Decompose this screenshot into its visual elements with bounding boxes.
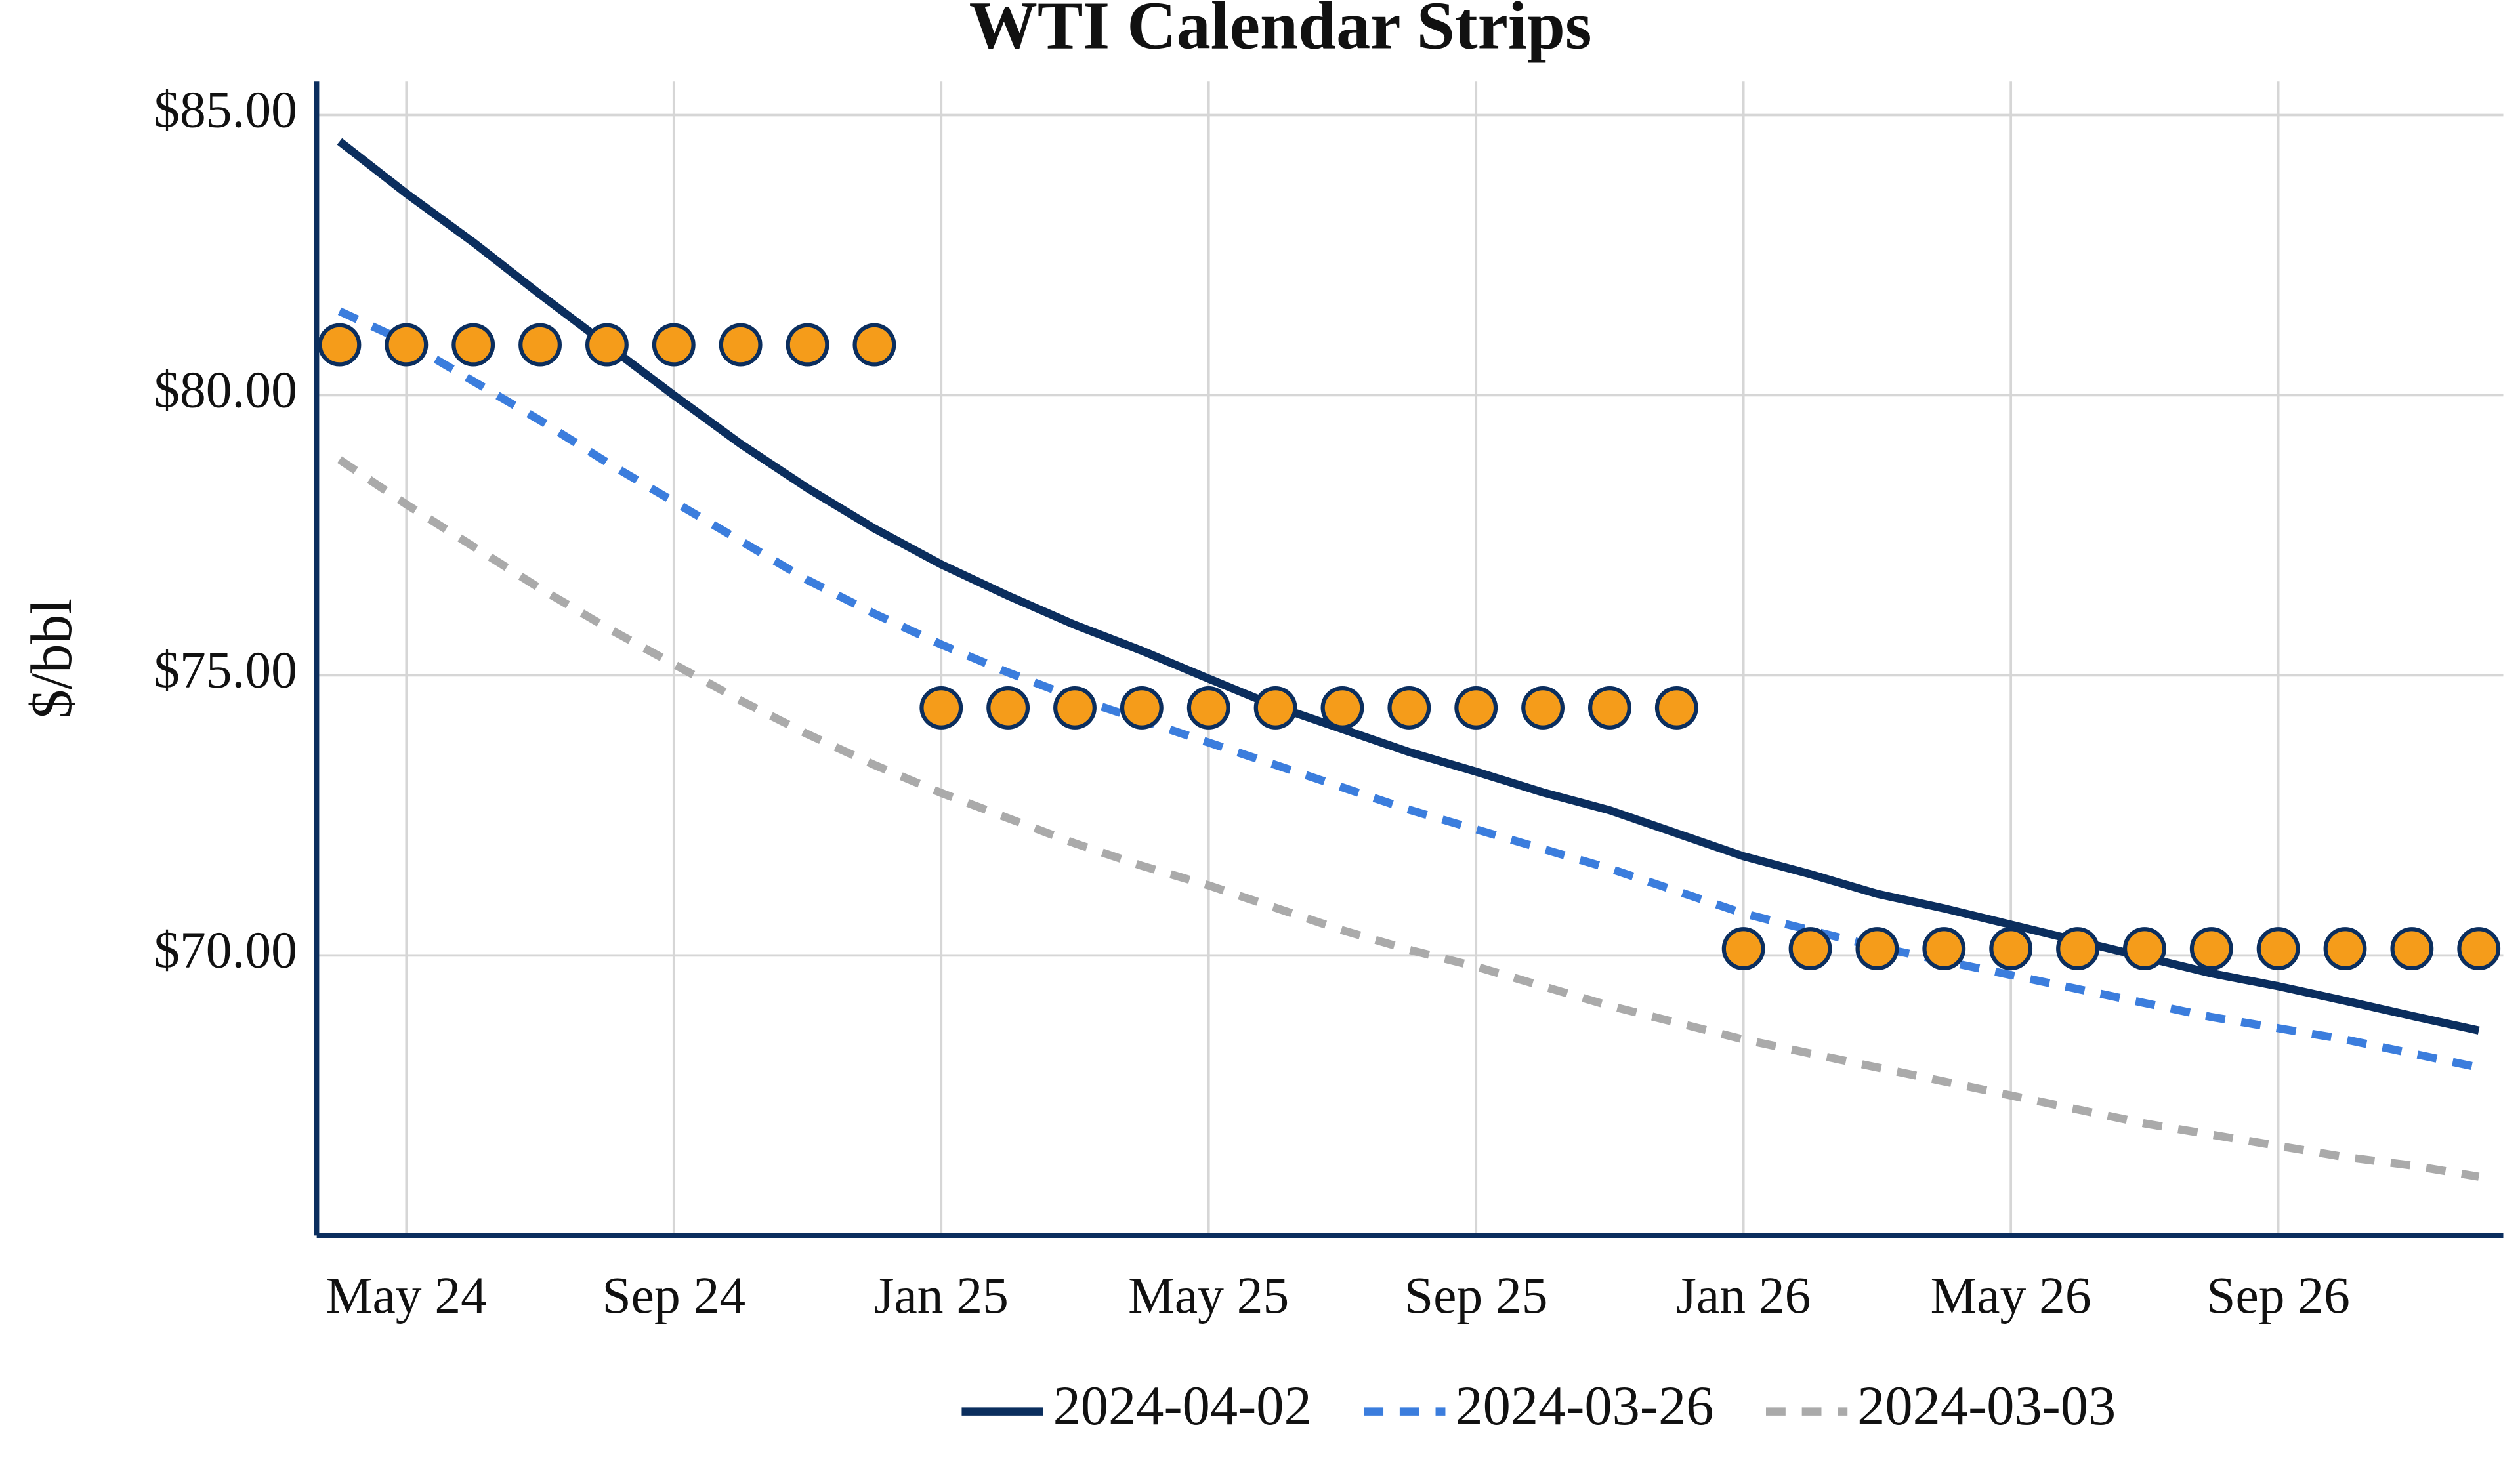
strip-marker <box>986 686 1030 730</box>
series-line <box>337 456 2480 1181</box>
series-line <box>337 307 2480 1072</box>
strip-marker <box>1922 927 1966 971</box>
strip-marker <box>1253 686 1297 730</box>
x-tick-label: Sep 24 <box>602 1267 746 1325</box>
legend-label: 2024-04-02 <box>1053 1376 1312 1437</box>
strip-marker <box>1654 686 1698 730</box>
strip-marker <box>1588 686 1631 730</box>
strip-marker <box>2122 927 2166 971</box>
x-tick-label: Jan 25 <box>874 1267 1009 1325</box>
strip-marker <box>1320 686 1364 730</box>
x-tick-label: May 25 <box>1128 1267 1289 1325</box>
strip-marker <box>318 323 362 367</box>
y-tick-label: $80.00 <box>154 361 297 419</box>
y-tick-label: $85.00 <box>154 81 297 139</box>
strip-marker <box>452 323 495 367</box>
strip-marker <box>518 323 562 367</box>
strip-marker <box>585 323 629 367</box>
strip-marker <box>2256 927 2300 971</box>
x-tick-label: May 24 <box>326 1267 487 1325</box>
strip-marker <box>652 323 696 367</box>
strip-marker <box>2457 927 2501 971</box>
strip-marker <box>1120 686 1164 730</box>
chart-title: WTI Calendar Strips <box>969 0 1592 64</box>
strip-marker <box>2056 927 2099 971</box>
x-tick-label: Jan 26 <box>1676 1267 1811 1325</box>
legend-label: 2024-03-26 <box>1455 1376 1713 1437</box>
strip-marker <box>385 323 429 367</box>
strip-marker <box>719 323 763 367</box>
y-tick-label: $75.00 <box>154 642 297 699</box>
strip-marker <box>1387 686 1431 730</box>
x-tick-label: Sep 25 <box>1404 1267 1548 1325</box>
strip-marker <box>786 323 830 367</box>
x-tick-label: May 26 <box>1931 1267 2091 1325</box>
strip-marker <box>1521 686 1564 730</box>
y-axis-label: $/bbl <box>19 598 84 719</box>
series-line <box>337 138 2480 1035</box>
strip-marker <box>1186 686 1230 730</box>
x-tick-label: Sep 26 <box>2206 1267 2350 1325</box>
strip-marker <box>919 686 963 730</box>
strip-marker <box>2390 927 2434 971</box>
strip-marker <box>1855 927 1899 971</box>
strip-marker <box>1053 686 1097 730</box>
strip-marker <box>2323 927 2367 971</box>
strip-marker <box>1989 927 2033 971</box>
strip-marker <box>2189 927 2233 971</box>
strip-marker <box>1454 686 1498 730</box>
y-tick-label: $70.00 <box>154 922 297 979</box>
strip-marker <box>1788 927 1832 971</box>
legend-label: 2024-03-03 <box>1857 1376 2116 1437</box>
strip-marker <box>852 323 896 367</box>
strip-marker <box>1721 927 1765 971</box>
